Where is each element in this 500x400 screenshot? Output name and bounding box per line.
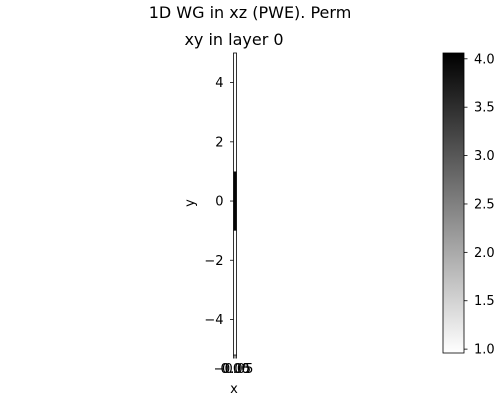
colorbar-tick-label: 4.0: [474, 52, 495, 67]
x-axis-label: x: [230, 382, 238, 397]
x-tick-label: 0.00: [221, 362, 250, 377]
y-tick-label: 2: [215, 135, 223, 150]
colorbar-tick-label: 1.5: [474, 294, 495, 309]
chart-title-line1: 1D WG in xz (PWE). Perm: [149, 3, 352, 22]
heatmap-cell: [233, 230, 237, 355]
colorbar-tick-label: 1.0: [474, 343, 495, 358]
colorbar-tick-label: 2.0: [474, 246, 495, 261]
colorbar-frame: [442, 52, 465, 354]
colorbar-tick-label: 2.5: [474, 197, 495, 212]
x-tick-label: 0.05: [222, 362, 251, 377]
y-tick-label: 4: [215, 76, 223, 91]
y-tick-label: −2: [204, 254, 223, 269]
chart-title-line2: xy in layer 0: [184, 30, 283, 49]
y-tick-label: 0: [215, 195, 223, 210]
colorbar: 4.0 3.5 3.0 2.5 2.0 1.5 1.0: [442, 52, 495, 358]
colorbar-tick-label: 3.0: [474, 149, 495, 164]
colorbar-gradient: [443, 53, 464, 353]
heatmap-cell: [233, 53, 237, 172]
y-axis-label: y: [183, 199, 198, 207]
plot-area: [233, 52, 237, 356]
heatmap-cell: [233, 171, 237, 231]
y-axis: 4 2 0 −2 −4: [204, 76, 234, 328]
x-tick-label: −0.05: [214, 362, 254, 377]
x-axis: −0.050.000.05: [214, 355, 254, 377]
y-tick-label: −4: [204, 313, 223, 328]
colorbar-tick-label: 3.5: [474, 101, 495, 116]
